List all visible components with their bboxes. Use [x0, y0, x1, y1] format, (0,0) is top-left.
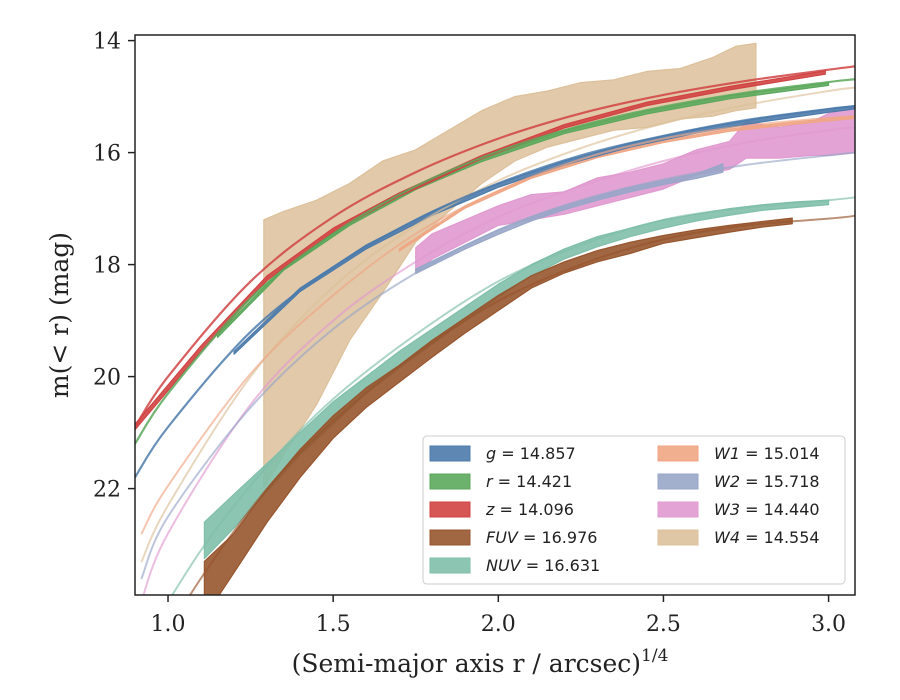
legend-name: r	[486, 472, 494, 491]
x-axis-title-text: (Semi-major axis r / arcsec)	[292, 649, 641, 678]
y-tick-label: 20	[93, 366, 121, 391]
legend-name: g	[486, 444, 496, 463]
legend-value: = 14.421	[493, 472, 573, 491]
legend-swatch-g	[429, 445, 471, 462]
legend-value: = 15.718	[740, 472, 820, 491]
legend-name: W1	[714, 444, 740, 463]
legend-name: W3	[714, 500, 740, 519]
x-axis-title-exponent: 1/4	[641, 646, 668, 666]
legend-label-w1: W1 = 15.014	[714, 444, 820, 463]
model-lines-layer	[135, 65, 855, 595]
x-tick-label: 2.0	[481, 612, 516, 637]
legend-value: = 14.440	[740, 500, 820, 519]
y-axis: 14 16 18 20 22	[93, 30, 135, 503]
legend-swatch-w2	[657, 473, 699, 490]
model-line-w1	[140, 115, 855, 535]
y-tick-label: 14	[93, 30, 121, 55]
y-tick-label: 22	[93, 478, 121, 503]
legend-label-z: z = 14.096	[485, 500, 574, 519]
x-tick-label: 1.0	[151, 612, 186, 637]
y-tick-label: 16	[93, 142, 121, 167]
legend-swatch-w3	[657, 501, 699, 518]
legend-swatch-nuv	[429, 557, 471, 574]
legend-name: FUV	[486, 528, 519, 547]
legend-label-g: g = 14.857	[486, 444, 576, 463]
model-line-w4	[140, 86, 855, 563]
legend-value: = 14.096	[494, 500, 574, 519]
plot-frame	[134, 34, 856, 596]
model-line-g	[135, 105, 855, 479]
x-tick-label: 1.5	[316, 612, 351, 637]
legend-swatch-w4	[657, 529, 699, 546]
x-tick-label: 3.0	[811, 612, 846, 637]
model-line-nuv	[171, 196, 855, 595]
legend-label-w4: W4 = 14.554	[714, 528, 820, 547]
legend-value: = 16.976	[518, 528, 598, 547]
legend-name: W2	[714, 472, 740, 491]
legend-label-w2: W2 = 15.718	[714, 472, 820, 491]
legend-value: = 14.857	[496, 444, 576, 463]
plot-area	[135, 42, 855, 595]
x-axis-title: (Semi-major axis r / arcsec)1/4	[292, 646, 669, 678]
y-axis-title: m(< r) (mag)	[45, 232, 74, 398]
legend-swatch-fuv	[429, 529, 471, 546]
legend-name: W4	[714, 528, 740, 547]
model-line-w2	[140, 151, 855, 580]
legend-label-nuv: NUV = 16.631	[486, 556, 600, 575]
model-line-r	[135, 78, 855, 445]
model-line-z	[135, 65, 855, 429]
model-line-fuv	[188, 214, 855, 595]
legend-swatch-r	[429, 473, 471, 490]
x-tick-label: 2.5	[646, 612, 681, 637]
legend-name: NUV	[486, 556, 522, 575]
legend-value: = 16.631	[521, 556, 601, 575]
legend-value: = 14.554	[740, 528, 820, 547]
legend-box	[422, 435, 846, 585]
legend-name: z	[485, 500, 495, 519]
legend-label-w3: W3 = 14.440	[714, 500, 820, 519]
legend-value: = 15.014	[740, 444, 820, 463]
model-line-w3	[142, 126, 855, 595]
legend-label-r: r = 14.421	[486, 472, 572, 491]
legend-swatch-w1	[657, 445, 699, 462]
legend-swatch-z	[429, 501, 471, 518]
y-tick-label: 18	[93, 254, 121, 279]
legend-label-fuv: FUV = 16.976	[486, 528, 597, 547]
x-axis: 1.0 1.5 2.0 2.5 3.0	[151, 595, 846, 637]
